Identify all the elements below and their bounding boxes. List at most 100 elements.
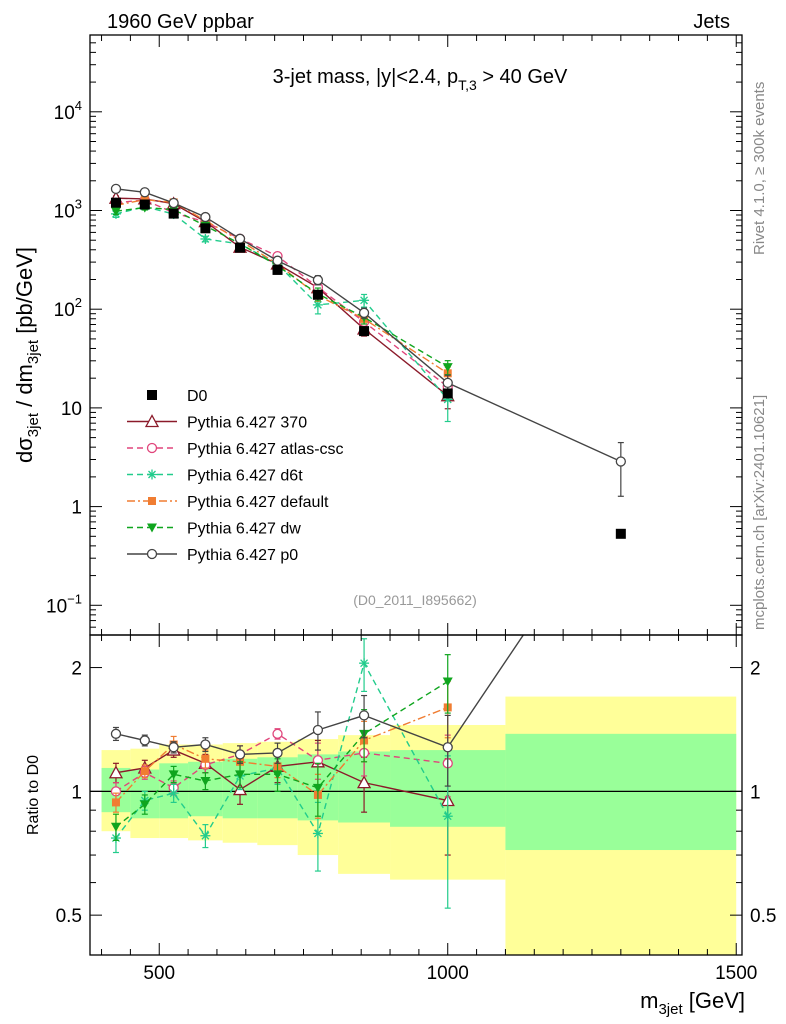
main-point-5-8 [442,377,453,389]
data-point-0 [110,197,121,208]
data-point-7 [359,326,370,337]
ratio-point-5-5 [272,747,283,759]
ratio-bands [90,696,742,955]
y-tick-label-1: 1 [71,498,82,519]
ratio-series [108,635,624,909]
main-point-5-2 [168,197,179,209]
ratio-point-5-0 [110,728,122,739]
legend-label-2: Pythia 6.427 d6t [187,468,303,485]
main-point-5-0 [110,183,122,195]
energy-label: 1960 GeV ppbar [107,11,254,33]
data-point-2 [168,208,179,219]
ratio-point-5-2 [168,742,179,753]
ratio-tick-label-r-2: 2 [750,659,761,680]
ratio-point-4-4 [235,770,246,780]
ratio-tick-label-r-1: 1 [750,782,761,803]
ratio-tick-label-r-0.5: 0.5 [750,906,776,927]
legend-marker-2 [147,469,157,480]
data-point-8 [442,388,453,399]
ratio-point-2-8 [442,811,453,822]
x-tick-label-500: 500 [143,963,175,984]
ratio-point-0-7 [356,775,372,789]
x-tick-label-1000: 1000 [427,963,469,984]
ratio-point-4-3 [200,776,211,786]
ratio-point-1-5 [272,728,283,739]
legend-marker-3 [148,497,156,505]
x-tick-label-1500: 1500 [715,963,757,984]
data-point-6 [312,289,323,300]
main-point-2-3 [200,233,211,244]
y-tick-label-5: 104 [54,98,82,124]
legend-label-3: Pythia 6.427 default [187,494,329,511]
main-line-0 [115,197,449,397]
ratio-point-2-7 [359,658,370,669]
y-tick-label-0: 10−1 [46,591,82,617]
process-label: Jets [693,11,730,33]
ratio-point-4-6 [312,783,323,793]
analysis-id: (D0_2011_I895662) [353,592,477,608]
data-point-1 [139,199,150,210]
y-tick-label-2: 10 [61,399,82,420]
ratio-point-5-4 [234,749,246,760]
ratio-point-3-3 [201,754,210,763]
x-axis-label: m3jet [GeV] [640,988,745,1018]
legend-label-data: D0 [187,388,208,405]
legend-label-1: Pythia 6.427 atlas-csc [187,441,344,458]
ratio-point-3-1 [140,767,149,776]
legend-marker-1 [146,442,158,454]
y-axis-label: dσ3jet / dm3jet [pb/GeV] [12,247,42,463]
ratio-y-axis-label: Ratio to D0 [25,755,42,835]
ratio-point-2-6 [312,828,323,839]
data-point-4 [235,242,246,253]
main-line-5 [115,188,622,463]
legend-label-5: Pythia 6.427 p0 [187,547,298,564]
main-series [108,183,626,539]
main-point-2-7 [359,295,370,306]
panel-frames [89,34,743,956]
main-point-5-3 [200,211,211,223]
legend-marker-0 [144,414,160,428]
axis-ticks: 500 1000 1500 10−1 1 10 102 103 104 0.5 0.5 1 1 2 2 [46,34,776,984]
legend: D0 Pythia 6.427 370 Pythia 6.427 atlas-csc… [127,388,344,564]
main-point-5-5 [272,255,283,266]
y-tick-label-3: 102 [54,295,82,321]
main-point-5-1 [139,187,150,198]
main-point-5-9 [615,456,626,467]
main-line-2 [115,205,449,400]
ratio-tick-label-l-0.5: 0.5 [56,906,82,927]
ratio-point-4-1 [139,800,150,810]
ratio-point-3-0 [111,798,120,807]
mcplots-label: mcplots.cern.ch [arXiv:2401.10621] [751,395,768,630]
ratio-point-4-2 [168,770,179,780]
rivet-version-label: Rivet 4.1.0, ≥ 300k events [751,82,768,255]
ratio-point-5-7 [358,710,370,721]
ratio-point-5-6 [312,724,324,736]
ratio-point-0-0 [108,765,124,779]
ratio-frame [89,634,743,956]
legend-marker-5 [146,548,158,560]
main-line-1 [115,199,449,388]
ratio-point-5-8 [442,742,453,753]
main-frame [89,34,743,636]
data-point-3 [200,223,211,234]
ratio-line-5 [115,635,525,756]
main-point-5-6 [312,274,324,286]
ratio-point-5-3 [200,739,211,750]
data-point-9 [615,528,626,539]
ratio-point-2-2 [168,788,179,799]
legend-label-4: Pythia 6.427 dw [187,521,301,538]
ratio-point-4-5 [272,770,283,780]
legend-marker-data [147,390,157,400]
chart-title: 3-jet mass, |y|<2.4, pT,3 > 40 GeV [273,66,568,93]
y-tick-label-4: 103 [54,196,82,222]
ratio-tick-label-l-2: 2 [71,659,82,680]
ratio-point-4-0 [110,822,121,832]
ratio-point-2-3 [200,830,211,841]
main-point-5-7 [358,307,370,319]
ratio-point-4-8 [442,677,453,687]
main-point-4-8 [442,363,453,373]
legend-label-0: Pythia 6.427 370 [187,415,307,432]
ratio-point-5-1 [139,735,150,746]
legend-marker-4 [147,523,157,533]
